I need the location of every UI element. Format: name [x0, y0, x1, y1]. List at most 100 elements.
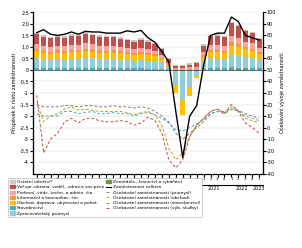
Bar — [62, 68, 67, 69]
Bar — [159, 55, 165, 58]
Bar — [229, 55, 234, 67]
Bar — [131, 40, 137, 42]
Bar — [111, 68, 116, 69]
Bar — [69, 68, 74, 69]
Bar — [194, 69, 199, 70]
Bar — [83, 43, 88, 49]
Bar — [83, 49, 88, 51]
Bar — [41, 46, 46, 50]
Bar — [236, 44, 241, 47]
Bar — [194, 76, 199, 79]
Bar — [187, 69, 192, 70]
Bar — [173, 85, 178, 93]
Bar — [201, 57, 206, 62]
Bar — [48, 52, 53, 54]
Bar — [117, 69, 123, 70]
Bar — [159, 48, 165, 49]
Bar — [222, 68, 227, 69]
Bar — [173, 66, 178, 68]
Bar — [69, 45, 74, 50]
Bar — [208, 35, 213, 36]
Bar — [152, 56, 158, 61]
Bar — [76, 36, 81, 45]
Bar — [215, 50, 220, 52]
Bar — [229, 36, 234, 42]
Bar — [215, 69, 220, 70]
Bar — [124, 40, 130, 48]
Bar — [124, 52, 130, 54]
Bar — [69, 36, 74, 45]
Bar — [243, 57, 248, 68]
Bar — [257, 39, 262, 48]
Bar — [208, 52, 213, 59]
Bar — [117, 53, 123, 60]
Y-axis label: Příspěvek k růstu zaměstnanosti: Příspěvek k růstu zaměstnanosti — [11, 53, 17, 133]
Bar — [250, 51, 255, 58]
Bar — [55, 37, 60, 46]
Bar — [138, 38, 144, 40]
Bar — [104, 46, 109, 51]
Bar — [180, 69, 185, 70]
Bar — [104, 59, 109, 68]
Bar — [243, 42, 248, 47]
Bar — [104, 53, 109, 59]
Bar — [124, 60, 130, 68]
Bar — [222, 37, 227, 46]
Bar — [97, 59, 102, 68]
Bar — [215, 68, 220, 69]
Bar — [159, 59, 165, 62]
Bar — [111, 53, 116, 59]
Bar — [222, 53, 227, 59]
Bar — [55, 50, 60, 53]
Bar — [222, 36, 227, 37]
Bar — [62, 51, 67, 53]
Bar — [173, 68, 178, 69]
Bar — [152, 54, 158, 56]
Bar — [48, 38, 53, 47]
Bar — [208, 36, 213, 45]
Bar — [34, 33, 39, 34]
Bar — [111, 69, 116, 70]
Bar — [208, 68, 213, 69]
Bar — [187, 67, 192, 69]
Bar — [145, 55, 151, 61]
Bar — [187, 63, 192, 65]
Bar — [229, 23, 234, 36]
Bar — [159, 49, 165, 55]
Bar — [90, 68, 95, 69]
Bar — [180, 100, 185, 115]
Bar — [222, 51, 227, 53]
Bar — [166, 66, 172, 67]
Bar — [194, 67, 199, 69]
Bar — [145, 40, 151, 42]
Bar — [97, 35, 102, 37]
Bar — [166, 63, 172, 65]
Bar — [257, 52, 262, 54]
Bar — [69, 52, 74, 59]
Bar — [236, 25, 241, 26]
Bar — [257, 60, 262, 68]
Bar — [138, 68, 144, 69]
Bar — [131, 49, 137, 53]
Bar — [250, 49, 255, 51]
Bar — [55, 60, 60, 68]
Bar — [48, 60, 53, 68]
Y-axis label: Očekávání vývoje zaměstnanosti: Očekávání vývoje zaměstnanosti — [279, 53, 284, 133]
Bar — [117, 60, 123, 68]
Bar — [90, 35, 95, 44]
Bar — [229, 67, 234, 69]
Bar — [222, 69, 227, 70]
Bar — [236, 69, 241, 70]
Bar — [201, 56, 206, 57]
Bar — [111, 59, 116, 68]
Bar — [250, 58, 255, 68]
Bar — [208, 69, 213, 70]
Bar — [83, 32, 88, 34]
Bar — [138, 52, 144, 54]
Bar — [201, 46, 206, 52]
Bar — [83, 68, 88, 69]
Bar — [243, 68, 248, 69]
Bar — [131, 68, 137, 69]
Bar — [201, 62, 206, 69]
Bar — [117, 68, 123, 69]
